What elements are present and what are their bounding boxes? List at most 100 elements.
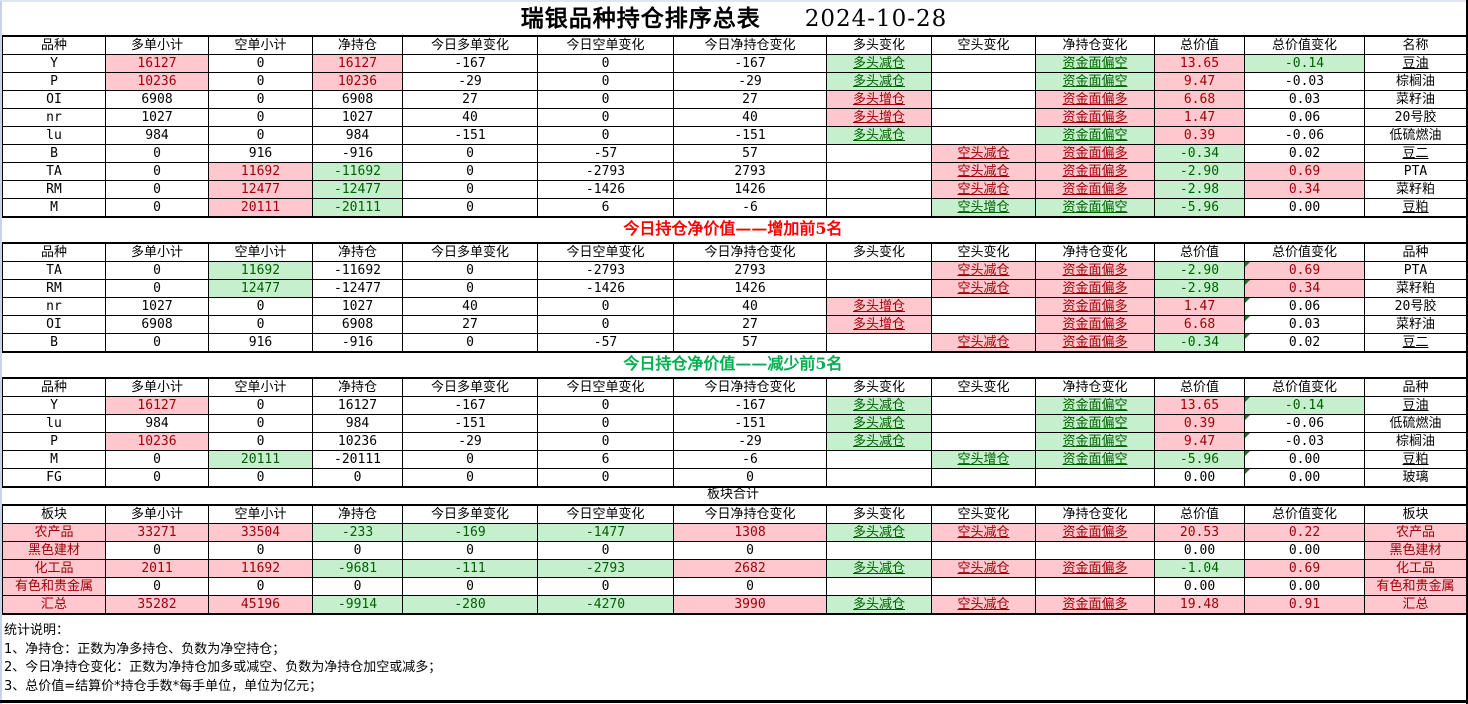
table-cell[interactable]: 2793 <box>673 162 827 181</box>
table-cell[interactable]: 0.00 <box>1244 198 1365 218</box>
table-cell[interactable]: nr <box>2 108 106 127</box>
table-cell[interactable] <box>826 577 932 596</box>
table-cell[interactable]: 0.69 <box>1244 261 1365 280</box>
table-cell[interactable]: 27 <box>402 90 538 109</box>
table-cell[interactable]: 低硫燃油 <box>1364 414 1467 433</box>
table-cell[interactable]: -0.03 <box>1244 72 1365 91</box>
table-cell[interactable]: 农产品 <box>1364 523 1467 542</box>
table-cell[interactable]: 资金面偏多 <box>1035 180 1155 199</box>
table-cell[interactable]: nr <box>2 297 106 316</box>
table-cell[interactable]: 0 <box>402 279 538 298</box>
table-cell[interactable]: 0 <box>208 297 313 316</box>
table-cell[interactable]: 多头增仓 <box>826 90 932 109</box>
table-cell[interactable]: 资金面偏空 <box>1035 450 1155 469</box>
table-cell[interactable]: 1426 <box>673 180 827 199</box>
table-cell[interactable]: 0 <box>208 541 313 560</box>
table-cell[interactable]: 0 <box>402 541 538 560</box>
table-cell[interactable]: 2682 <box>673 559 827 578</box>
table-cell[interactable]: -167 <box>673 396 827 415</box>
table-cell[interactable] <box>1035 577 1155 596</box>
table-cell[interactable]: 0 <box>208 90 313 109</box>
table-cell[interactable]: 33504 <box>208 523 313 542</box>
table-cell[interactable]: -151 <box>673 414 827 433</box>
table-cell[interactable]: 0 <box>208 432 313 451</box>
table-cell[interactable]: 0 <box>537 541 674 560</box>
table-cell[interactable]: 资金面偏多 <box>1035 595 1155 615</box>
table-cell[interactable]: 0 <box>537 90 674 109</box>
table-cell[interactable]: -2.90 <box>1154 162 1245 181</box>
table-cell[interactable]: 16127 <box>312 396 403 415</box>
table-cell[interactable]: -20111 <box>312 450 403 469</box>
table-cell[interactable]: -29 <box>673 432 827 451</box>
table-cell[interactable]: 空头减仓 <box>931 595 1036 615</box>
table-cell[interactable]: 16127 <box>105 54 209 73</box>
table-cell[interactable]: -111 <box>402 559 538 578</box>
table-cell[interactable]: 多头减仓 <box>826 396 932 415</box>
table-cell[interactable]: 资金面偏空 <box>1035 54 1155 73</box>
table-cell[interactable] <box>931 90 1036 109</box>
table-cell[interactable]: B <box>2 144 106 163</box>
table-cell[interactable]: -12477 <box>312 180 403 199</box>
table-cell[interactable]: 16127 <box>312 54 403 73</box>
table-cell[interactable]: -12477 <box>312 279 403 298</box>
table-cell[interactable] <box>826 541 932 560</box>
table-cell[interactable]: 低硫燃油 <box>1364 126 1467 145</box>
table-cell[interactable]: 10236 <box>105 72 209 91</box>
table-cell[interactable]: 资金面偏空 <box>1035 198 1155 218</box>
table-cell[interactable]: -2793 <box>537 162 674 181</box>
table-cell[interactable]: 0 <box>312 541 403 560</box>
table-cell[interactable]: 化工品 <box>1364 559 1467 578</box>
table-cell[interactable]: lu <box>2 414 106 433</box>
table-cell[interactable] <box>1035 541 1155 560</box>
table-cell[interactable]: 资金面偏多 <box>1035 559 1155 578</box>
table-cell[interactable]: 20111 <box>208 450 313 469</box>
table-cell[interactable]: 0.69 <box>1244 559 1365 578</box>
table-cell[interactable]: TA <box>2 162 106 181</box>
table-cell[interactable]: 汇总 <box>1364 595 1467 615</box>
table-cell[interactable]: 菜籽粕 <box>1364 279 1467 298</box>
table-cell[interactable]: -20111 <box>312 198 403 218</box>
table-cell[interactable]: 1027 <box>105 297 209 316</box>
table-cell[interactable]: -916 <box>312 144 403 163</box>
table-cell[interactable]: 0 <box>537 432 674 451</box>
table-cell[interactable]: 0 <box>537 126 674 145</box>
table-cell[interactable]: 35282 <box>105 595 209 615</box>
table-cell[interactable]: 空头减仓 <box>931 333 1036 353</box>
table-cell[interactable]: 0.69 <box>1244 162 1365 181</box>
table-cell[interactable]: 0 <box>208 126 313 145</box>
table-cell[interactable] <box>931 577 1036 596</box>
table-cell[interactable]: 0.02 <box>1244 144 1365 163</box>
table-cell[interactable]: 0 <box>673 468 827 488</box>
table-cell[interactable]: 玻璃 <box>1364 468 1467 488</box>
table-cell[interactable] <box>931 468 1036 488</box>
table-cell[interactable]: 菜籽粕 <box>1364 180 1467 199</box>
table-cell[interactable]: 2011 <box>105 559 209 578</box>
table-cell[interactable]: 资金面偏空 <box>1035 396 1155 415</box>
table-cell[interactable]: M <box>2 198 106 218</box>
table-cell[interactable]: -167 <box>402 54 538 73</box>
table-cell[interactable]: 0 <box>208 54 313 73</box>
table-cell[interactable]: 16127 <box>105 396 209 415</box>
table-cell[interactable] <box>931 396 1036 415</box>
table-cell[interactable]: 多头减仓 <box>826 559 932 578</box>
table-cell[interactable]: 棕榈油 <box>1364 72 1467 91</box>
table-cell[interactable]: TA <box>2 261 106 280</box>
table-cell[interactable]: -167 <box>402 396 538 415</box>
table-cell[interactable]: 0 <box>537 577 674 596</box>
table-cell[interactable]: -0.34 <box>1154 333 1245 353</box>
table-cell[interactable] <box>931 315 1036 334</box>
table-cell[interactable]: 20号胶 <box>1364 108 1467 127</box>
table-cell[interactable]: 空头增仓 <box>931 198 1036 218</box>
table-cell[interactable]: 0 <box>105 180 209 199</box>
table-cell[interactable]: FG <box>2 468 106 488</box>
table-cell[interactable]: 45196 <box>208 595 313 615</box>
table-cell[interactable]: 空头减仓 <box>931 144 1036 163</box>
table-cell[interactable]: 0 <box>402 144 538 163</box>
table-cell[interactable] <box>826 261 932 280</box>
table-cell[interactable]: -0.06 <box>1244 414 1365 433</box>
table-cell[interactable]: 空头减仓 <box>931 559 1036 578</box>
table-cell[interactable]: 12477 <box>208 180 313 199</box>
table-cell[interactable]: 0 <box>312 577 403 596</box>
table-cell[interactable]: 984 <box>312 126 403 145</box>
table-cell[interactable] <box>826 144 932 163</box>
